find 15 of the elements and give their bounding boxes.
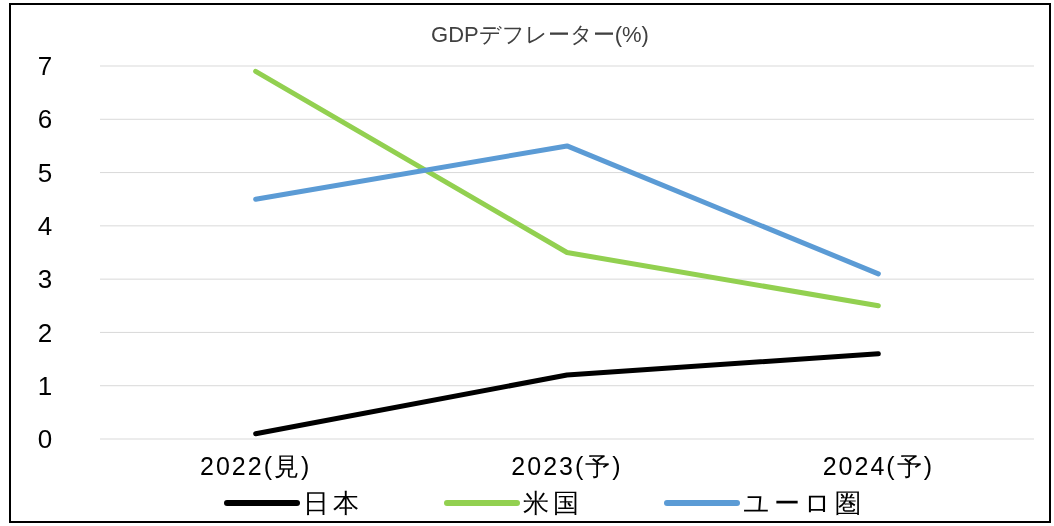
y-tick-label: 6 [37,104,53,135]
y-tick-label: 5 [37,157,53,188]
y-tick-label: 2 [37,317,53,348]
x-tick-label: 2022(見) [200,452,312,480]
y-tick-label: 7 [37,51,53,82]
legend-label: 日本 [303,488,363,519]
y-tick-label: 3 [37,264,53,295]
legend-label: ユーロ圏 [743,488,865,519]
chart-title: GDPデフレーター(%) [431,22,649,47]
y-tick-label: 0 [37,424,53,455]
legend-label: 米国 [523,488,583,519]
y-tick-label: 1 [37,370,53,401]
y-tick-label: 4 [37,210,53,241]
x-tick-label: 2023(予) [511,452,623,480]
x-tick-label: 2024(予) [822,452,934,480]
